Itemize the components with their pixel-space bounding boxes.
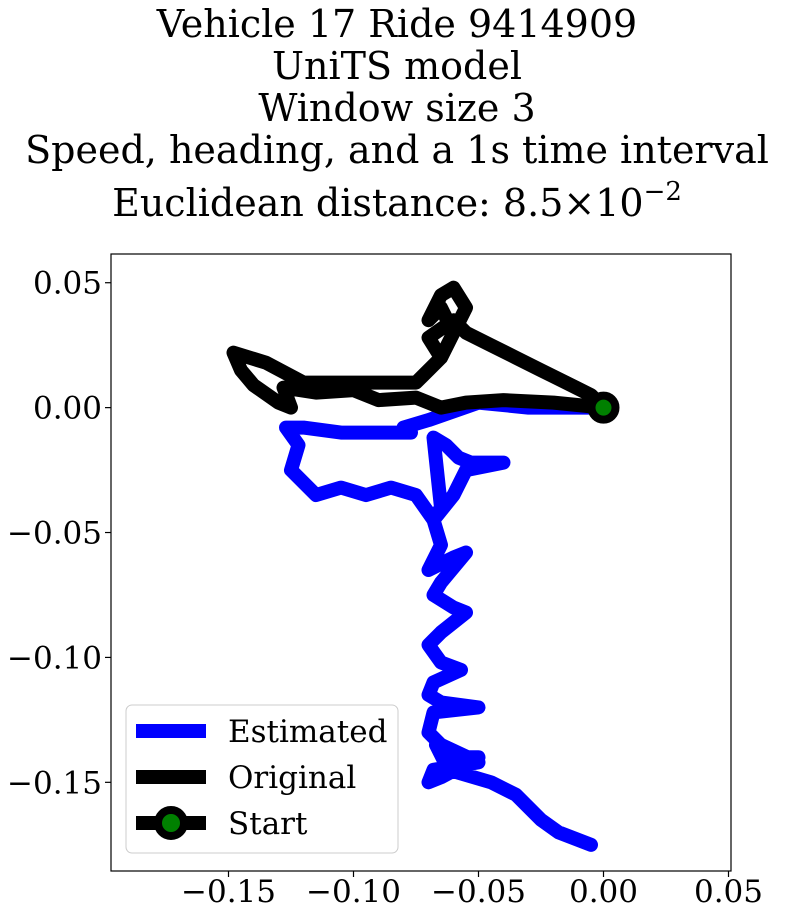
legend-label-estimated: Estimated: [228, 714, 387, 750]
tick-layer: −0.15 −0.10 −0.05 0.00 0.05 0.05 0.00 −0.05 −0.1…: [7, 266, 763, 910]
title-line-3: Window size 3: [258, 86, 536, 130]
legend-marker-start: [154, 806, 188, 840]
x-tick-label: −0.15: [181, 874, 276, 910]
y-tick-label: 0.05: [33, 266, 102, 302]
series-layer: [226, 280, 620, 852]
legend: Estimated Original Start: [125, 704, 399, 854]
x-tick-label: −0.10: [306, 874, 401, 910]
title-power-exponent: −2: [643, 177, 682, 207]
x-tick-label: 0.05: [694, 874, 763, 910]
y-tick-label: −0.05: [7, 516, 102, 552]
title-times-sign: ×: [563, 181, 596, 225]
x-tick-label: 0.00: [569, 874, 638, 910]
start-marker: [587, 391, 620, 424]
title-line-5: Euclidean distance: 8.5×10−2: [0, 172, 794, 223]
series-line-original: [226, 280, 611, 415]
legend-label-start: Start: [228, 806, 308, 842]
legend-label-original: Original: [228, 760, 356, 796]
title-distance-text: Euclidean distance: 8.5: [112, 181, 564, 225]
title-line-1: Vehicle 17 Ride 9414909: [156, 2, 638, 46]
series-line-estimated: [279, 395, 611, 852]
title-line-4: Speed, heading, and a 1s time interval: [25, 128, 769, 172]
x-tick-label: −0.05: [431, 874, 526, 910]
y-tick-label: −0.10: [7, 640, 102, 676]
plot-frame: [110, 253, 732, 872]
y-tick-label: 0.00: [33, 391, 102, 427]
y-tick-label: −0.15: [7, 765, 102, 801]
title-line-2: UniTS model: [272, 44, 522, 88]
title-power-base: 10: [595, 181, 644, 225]
